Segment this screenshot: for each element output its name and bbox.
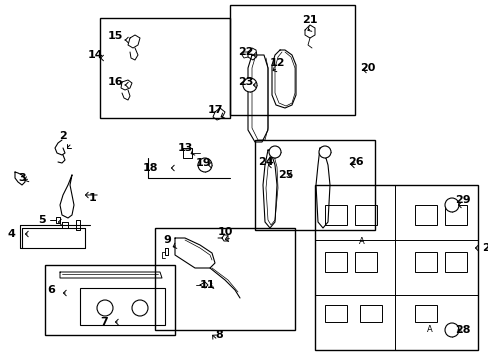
Text: 13: 13 bbox=[178, 143, 193, 153]
Text: 15: 15 bbox=[108, 31, 123, 41]
Text: A: A bbox=[426, 325, 432, 334]
Bar bbox=[314, 185, 477, 350]
Text: 29: 29 bbox=[454, 195, 469, 205]
Bar bbox=[414, 252, 436, 272]
Circle shape bbox=[268, 146, 281, 158]
Circle shape bbox=[444, 323, 458, 337]
Bar bbox=[325, 305, 346, 322]
Bar bbox=[444, 205, 466, 225]
Text: 21: 21 bbox=[302, 15, 317, 25]
Text: 6: 6 bbox=[47, 285, 55, 295]
Circle shape bbox=[97, 300, 113, 316]
Bar bbox=[45, 265, 175, 335]
Bar bbox=[229, 5, 354, 115]
Text: 12: 12 bbox=[269, 58, 285, 68]
Text: 27: 27 bbox=[481, 243, 488, 253]
Text: 16: 16 bbox=[108, 77, 123, 87]
Bar bbox=[359, 305, 381, 322]
Text: 7: 7 bbox=[100, 317, 107, 327]
Circle shape bbox=[318, 146, 330, 158]
Circle shape bbox=[243, 78, 257, 92]
Text: 14: 14 bbox=[88, 50, 103, 60]
Bar bbox=[80, 288, 164, 325]
Text: 25: 25 bbox=[278, 170, 293, 180]
Text: 4: 4 bbox=[8, 229, 16, 239]
Bar bbox=[100, 18, 229, 118]
Text: 20: 20 bbox=[359, 63, 375, 73]
Text: 18: 18 bbox=[142, 163, 158, 173]
Circle shape bbox=[132, 300, 148, 316]
Circle shape bbox=[444, 198, 458, 212]
Text: 23: 23 bbox=[238, 77, 253, 87]
Text: 8: 8 bbox=[215, 330, 223, 340]
Text: 5: 5 bbox=[38, 215, 45, 225]
Bar bbox=[444, 252, 466, 272]
Text: 11: 11 bbox=[200, 280, 215, 290]
Text: 17: 17 bbox=[207, 105, 223, 115]
Bar bbox=[155, 228, 294, 330]
Bar bbox=[325, 252, 346, 272]
Bar bbox=[354, 205, 376, 225]
Bar bbox=[254, 140, 374, 230]
Text: 1: 1 bbox=[89, 193, 97, 203]
Text: 28: 28 bbox=[454, 325, 469, 335]
Bar bbox=[325, 205, 346, 225]
Bar bbox=[414, 205, 436, 225]
Circle shape bbox=[198, 158, 212, 172]
Text: A: A bbox=[358, 238, 364, 247]
Text: 3: 3 bbox=[18, 173, 25, 183]
Text: 19: 19 bbox=[196, 158, 211, 168]
Text: 10: 10 bbox=[218, 227, 233, 237]
Text: 9: 9 bbox=[163, 235, 170, 245]
Bar bbox=[414, 305, 436, 322]
Text: 22: 22 bbox=[238, 47, 253, 57]
Text: 24: 24 bbox=[258, 157, 273, 167]
Text: 26: 26 bbox=[347, 157, 363, 167]
Text: 2: 2 bbox=[59, 131, 67, 141]
Bar bbox=[354, 252, 376, 272]
